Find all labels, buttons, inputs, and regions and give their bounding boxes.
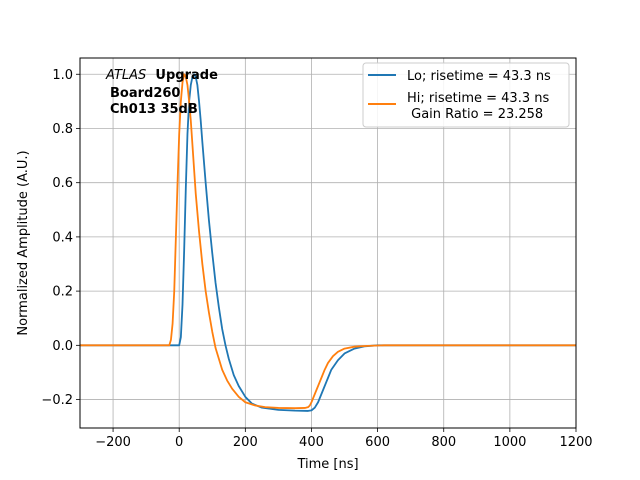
y-axis-label: Normalized Amplitude (A.U.) (16, 150, 31, 335)
legend-label-line: Hi; risetime = 43.3 ns (407, 91, 549, 106)
legend-label-lo: Lo; risetime = 43.3 ns (407, 69, 551, 84)
y-tick-label: 0.2 (52, 285, 73, 300)
y-axis-ticks: −0.2 0.0 0.2 0.4 0.6 0.8 1.0 (41, 68, 80, 408)
y-tick-label: 0.0 (52, 339, 73, 354)
y-tick-label: −0.2 (41, 393, 73, 408)
x-tick-label: 200 (233, 435, 258, 450)
legend-frame (362, 62, 570, 128)
x-axis-ticks: −200 0 200 400 600 800 1000 1200 (95, 428, 593, 450)
annotation-experiment-suffix: Upgrade (155, 68, 218, 83)
legend-label-line: Lo; risetime = 43.3 ns (407, 69, 551, 84)
plot-frame (79, 57, 577, 429)
x-tick-label: −200 (95, 435, 131, 450)
annotation-title: ATLAS Upgrade (105, 68, 218, 83)
x-tick-label: 800 (431, 435, 456, 450)
annotation-experiment: ATLAS (105, 68, 146, 83)
annotation-channel: Ch013 35dB (110, 102, 198, 117)
x-tick-label: 0 (175, 435, 183, 450)
plot-series (80, 73, 576, 412)
series-line-hi (80, 73, 576, 410)
x-axis-label: Time [ns] (296, 457, 358, 472)
y-tick-label: 0.6 (52, 176, 73, 191)
x-tick-label: 600 (365, 435, 390, 450)
y-tick-label: 1.0 (52, 68, 73, 83)
x-tick-label: 1200 (559, 435, 592, 450)
atlas-annotation: ATLAS Upgrade Board260 Ch013 35dB (105, 68, 218, 117)
legend-label-line: Gain Ratio = 23.258 (407, 107, 543, 122)
x-tick-label: 400 (299, 435, 324, 450)
legend: Lo; risetime = 43.3 ns Hi; risetime = 43… (362, 62, 570, 128)
y-tick-label: 0.8 (52, 122, 73, 137)
y-tick-label: 0.4 (52, 230, 73, 245)
x-tick-label: 1000 (493, 435, 526, 450)
legend-label-hi: Hi; risetime = 43.3 ns Gain Ratio = 23.2… (407, 91, 549, 122)
annotation-board: Board260 (110, 86, 180, 101)
